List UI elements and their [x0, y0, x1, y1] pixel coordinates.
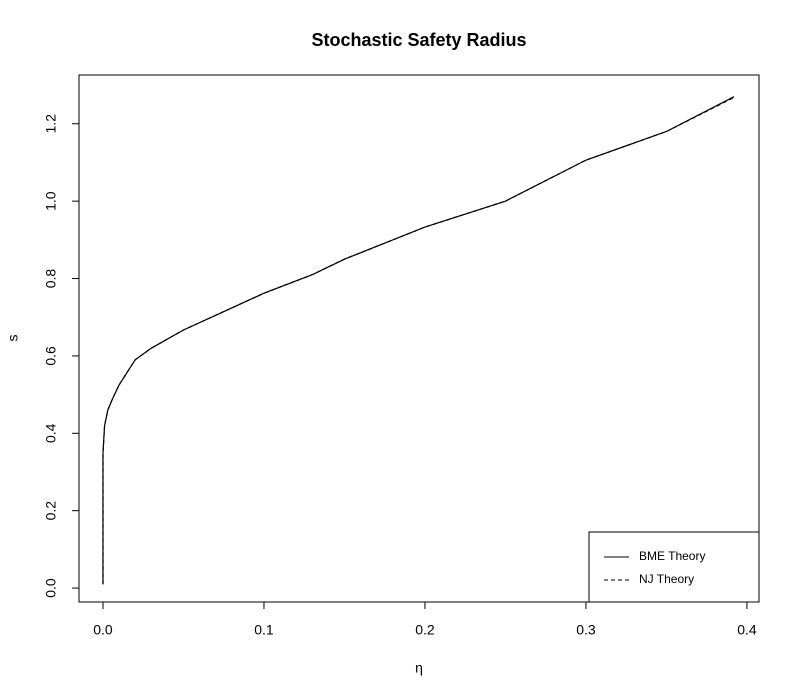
- plot-frame: [78, 74, 760, 603]
- legend-label: BME Theory: [639, 549, 705, 563]
- x-axis-label: η: [415, 660, 423, 676]
- chart-title: Stochastic Safety Radius: [311, 30, 526, 50]
- y-axis-label: s: [5, 335, 21, 342]
- y-tick-label: 0.2: [43, 501, 59, 521]
- y-tick-label: 0.6: [43, 346, 59, 366]
- x-tick-label: 0.3: [576, 622, 596, 638]
- line-series: [102, 96, 735, 585]
- y-tick-label: 1.0: [43, 191, 59, 211]
- x-tick-label: 0.4: [737, 622, 757, 638]
- y-tick-label: 1.2: [43, 114, 59, 134]
- x-tick-label: 0.0: [93, 622, 113, 638]
- x-tick-label: 0.1: [254, 622, 274, 638]
- y-tick-label: 0.0: [43, 578, 59, 598]
- line-series: [102, 96, 735, 585]
- legend-label: NJ Theory: [639, 572, 694, 586]
- y-tick-label: 0.8: [43, 269, 59, 289]
- x-tick-label: 0.2: [415, 622, 435, 638]
- y-tick-label: 0.4: [43, 423, 59, 443]
- legend-box: [588, 531, 760, 603]
